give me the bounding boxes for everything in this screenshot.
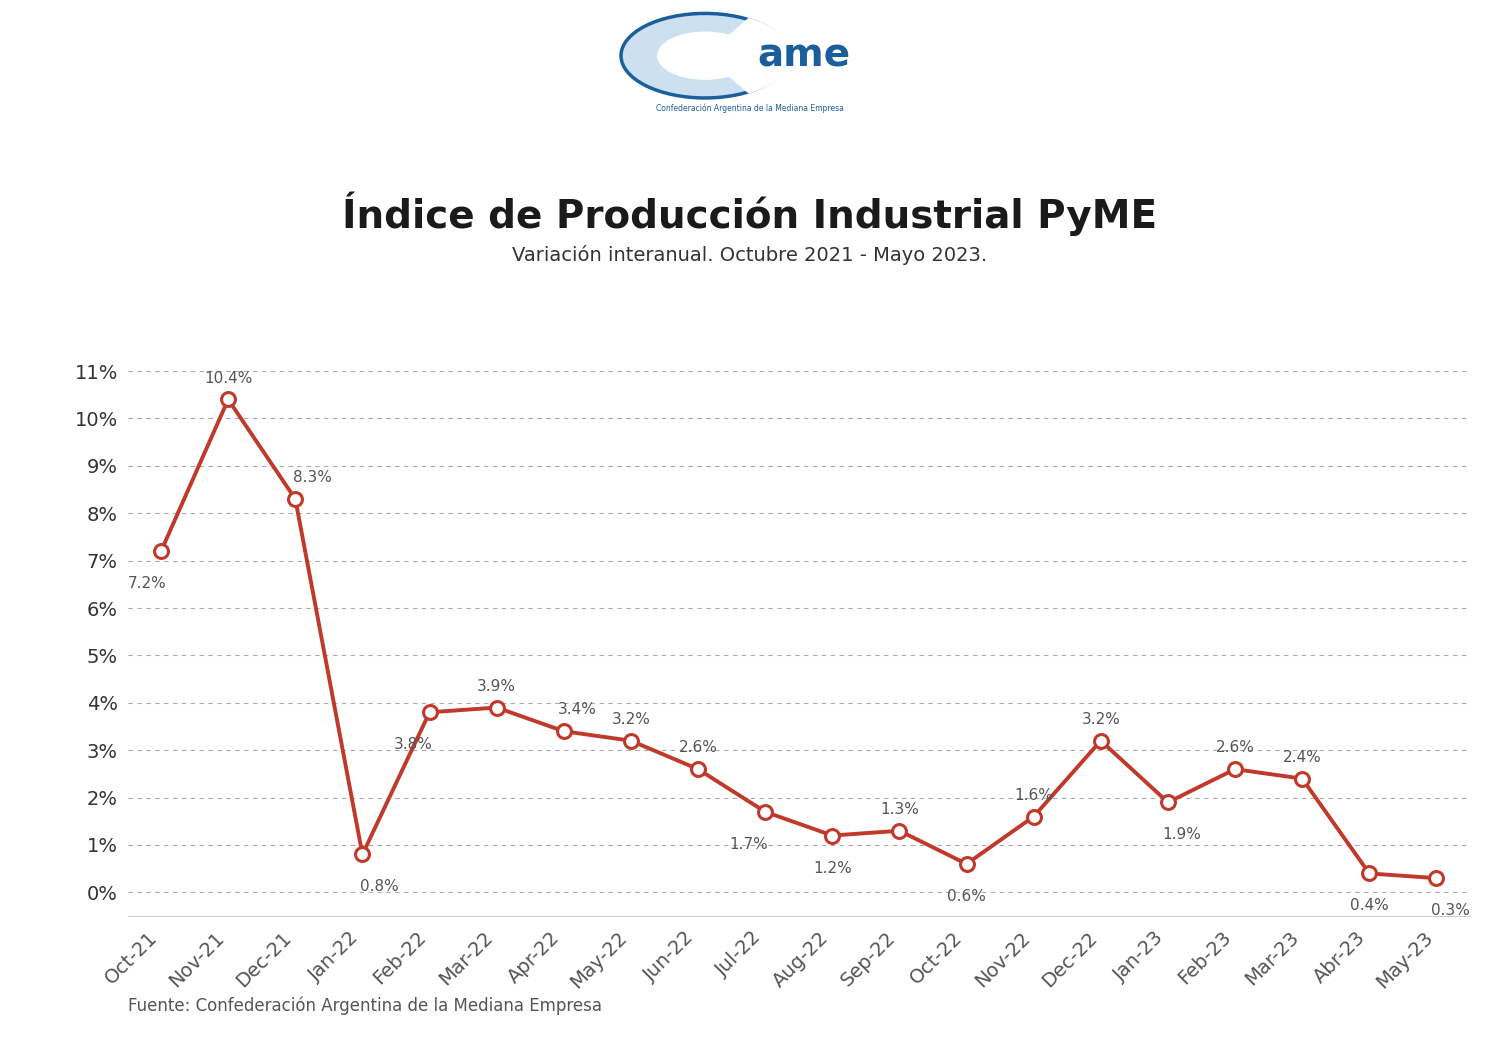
Text: 8.3%: 8.3% (292, 471, 332, 485)
Text: Fuente: Confederación Argentina de la Mediana Empresa: Fuente: Confederación Argentina de la Me… (128, 996, 602, 1015)
Text: 0.8%: 0.8% (360, 880, 399, 894)
Text: 1.7%: 1.7% (729, 837, 768, 852)
Text: 1.3%: 1.3% (880, 802, 920, 817)
Text: 1.6%: 1.6% (1014, 788, 1053, 803)
Text: 3.2%: 3.2% (612, 712, 651, 727)
Circle shape (621, 14, 789, 98)
Text: 1.9%: 1.9% (1162, 828, 1202, 842)
Text: 1.2%: 1.2% (813, 861, 852, 875)
Wedge shape (705, 33, 753, 78)
Text: ame: ame (758, 36, 850, 75)
Text: 2.6%: 2.6% (678, 740, 717, 756)
Text: 7.2%: 7.2% (128, 576, 166, 591)
Text: 0.4%: 0.4% (1350, 898, 1389, 913)
Text: 0.6%: 0.6% (946, 889, 986, 904)
Text: Variación interanual. Octubre 2021 - Mayo 2023.: Variación interanual. Octubre 2021 - May… (513, 245, 987, 265)
Text: 2.6%: 2.6% (1215, 740, 1254, 756)
Text: Confederación Argentina de la Mediana Empresa: Confederación Argentina de la Mediana Em… (656, 104, 844, 113)
Text: 3.4%: 3.4% (558, 703, 597, 717)
Text: Índice de Producción Industrial PyME: Índice de Producción Industrial PyME (342, 192, 1158, 235)
Text: 3.2%: 3.2% (1082, 712, 1120, 727)
Text: 3.9%: 3.9% (477, 679, 516, 693)
Circle shape (657, 31, 753, 80)
Text: 0.3%: 0.3% (1431, 904, 1470, 918)
Wedge shape (705, 18, 792, 94)
Text: 10.4%: 10.4% (204, 371, 252, 385)
Text: 3.8%: 3.8% (393, 737, 432, 753)
Text: 2.4%: 2.4% (1282, 750, 1322, 765)
